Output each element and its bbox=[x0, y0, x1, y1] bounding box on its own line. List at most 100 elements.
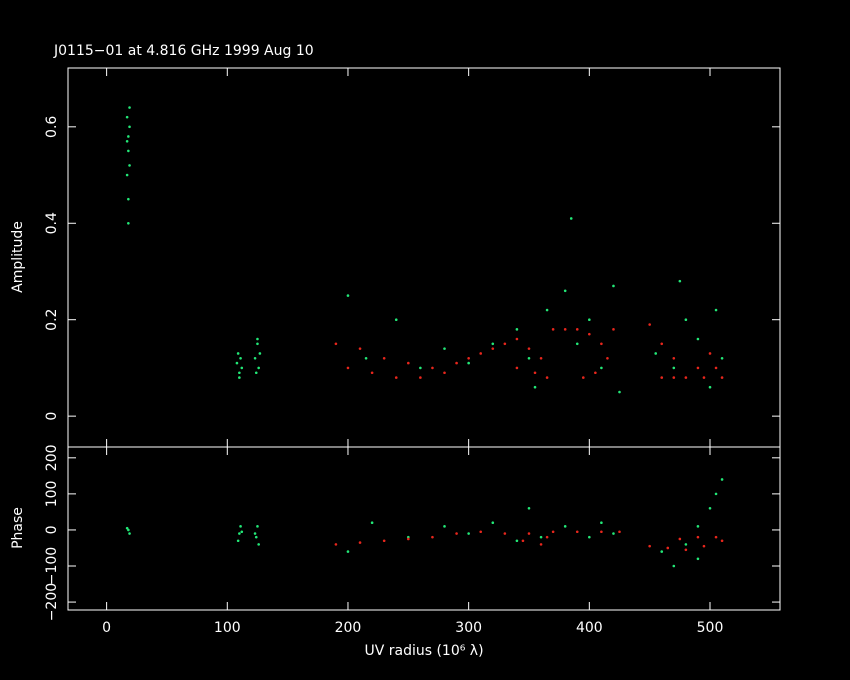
data-point bbox=[125, 115, 129, 119]
data-point bbox=[618, 530, 621, 534]
data-point bbox=[600, 521, 603, 525]
data-point bbox=[696, 535, 700, 539]
data-point bbox=[702, 376, 706, 379]
panel-frame bbox=[67, 67, 781, 448]
data-point bbox=[253, 532, 257, 535]
data-point bbox=[708, 507, 712, 510]
data-point bbox=[334, 342, 338, 346]
data-point bbox=[678, 279, 682, 283]
data-point bbox=[720, 478, 724, 481]
data-point bbox=[240, 366, 244, 370]
data-point bbox=[240, 530, 244, 534]
data-point bbox=[539, 535, 543, 539]
x-tick-label: 400 bbox=[576, 620, 603, 636]
data-point bbox=[125, 526, 129, 530]
data-point bbox=[128, 125, 131, 129]
data-point bbox=[678, 537, 682, 541]
data-point bbox=[370, 521, 374, 525]
data-point bbox=[551, 530, 555, 534]
data-point bbox=[238, 376, 241, 379]
data-point bbox=[569, 217, 573, 220]
data-point bbox=[612, 328, 615, 331]
data-point bbox=[443, 525, 446, 528]
data-point bbox=[672, 356, 676, 360]
data-point bbox=[708, 352, 712, 355]
data-point bbox=[503, 532, 507, 535]
y-tick-label: 0 bbox=[44, 525, 60, 534]
data-point bbox=[358, 347, 362, 350]
data-point bbox=[684, 543, 688, 546]
data-point bbox=[128, 164, 131, 167]
data-point bbox=[533, 385, 537, 389]
data-point bbox=[714, 535, 718, 539]
data-point bbox=[467, 532, 470, 535]
data-point bbox=[527, 356, 531, 360]
data-point bbox=[581, 376, 585, 379]
data-point bbox=[346, 550, 350, 553]
data-point bbox=[720, 356, 724, 360]
data-point bbox=[407, 535, 410, 539]
data-point bbox=[127, 221, 130, 225]
data-point bbox=[419, 376, 422, 379]
data-point bbox=[575, 342, 579, 346]
data-point bbox=[127, 135, 130, 138]
data-point bbox=[702, 544, 706, 548]
data-point bbox=[431, 366, 434, 370]
data-point bbox=[431, 535, 434, 539]
data-point bbox=[382, 356, 386, 360]
data-point bbox=[236, 539, 240, 543]
data-point bbox=[527, 347, 531, 350]
data-point bbox=[618, 390, 621, 394]
data-point bbox=[491, 347, 495, 350]
data-point bbox=[672, 366, 676, 370]
data-point bbox=[394, 318, 398, 322]
y-axis-label: Amplitude bbox=[10, 221, 26, 293]
data-point bbox=[491, 521, 495, 525]
y-tick-label: −200 bbox=[44, 583, 60, 621]
data-point bbox=[479, 530, 483, 534]
data-point bbox=[708, 385, 712, 389]
data-point bbox=[563, 289, 567, 293]
data-point bbox=[720, 539, 724, 543]
data-point bbox=[575, 530, 579, 534]
data-point bbox=[533, 371, 537, 375]
data-point bbox=[714, 366, 718, 370]
data-point bbox=[238, 532, 241, 535]
data-point bbox=[467, 356, 470, 360]
data-point bbox=[236, 352, 240, 355]
data-point bbox=[239, 356, 242, 360]
x-tick-label: 300 bbox=[455, 620, 482, 636]
data-point bbox=[684, 548, 688, 552]
data-point bbox=[612, 532, 615, 535]
data-point bbox=[696, 366, 700, 370]
data-point bbox=[714, 308, 718, 312]
data-point bbox=[127, 149, 130, 153]
chart-title: J0115−01 at 4.816 GHz 1999 Aug 10 bbox=[53, 43, 314, 59]
data-point bbox=[443, 347, 446, 350]
data-point bbox=[654, 352, 658, 355]
data-point bbox=[672, 376, 676, 379]
x-tick-label: 100 bbox=[214, 620, 241, 636]
data-point bbox=[563, 525, 567, 528]
data-point bbox=[407, 361, 410, 365]
y-tick-label: 100 bbox=[44, 481, 60, 508]
data-point bbox=[720, 376, 724, 379]
y-axis-label: Phase bbox=[10, 507, 26, 549]
panel-frame bbox=[67, 446, 781, 611]
data-point bbox=[612, 284, 615, 288]
data-point bbox=[527, 507, 531, 510]
data-point bbox=[696, 557, 700, 561]
data-point bbox=[334, 543, 338, 546]
data-point bbox=[128, 532, 131, 535]
data-point bbox=[455, 361, 458, 365]
data-point bbox=[515, 539, 519, 543]
data-point bbox=[521, 539, 525, 543]
data-point bbox=[575, 328, 579, 331]
data-point bbox=[407, 537, 410, 541]
data-point bbox=[125, 173, 129, 177]
data-point bbox=[515, 328, 519, 331]
data-point bbox=[253, 356, 257, 360]
data-point bbox=[346, 294, 350, 297]
data-point bbox=[648, 544, 651, 548]
